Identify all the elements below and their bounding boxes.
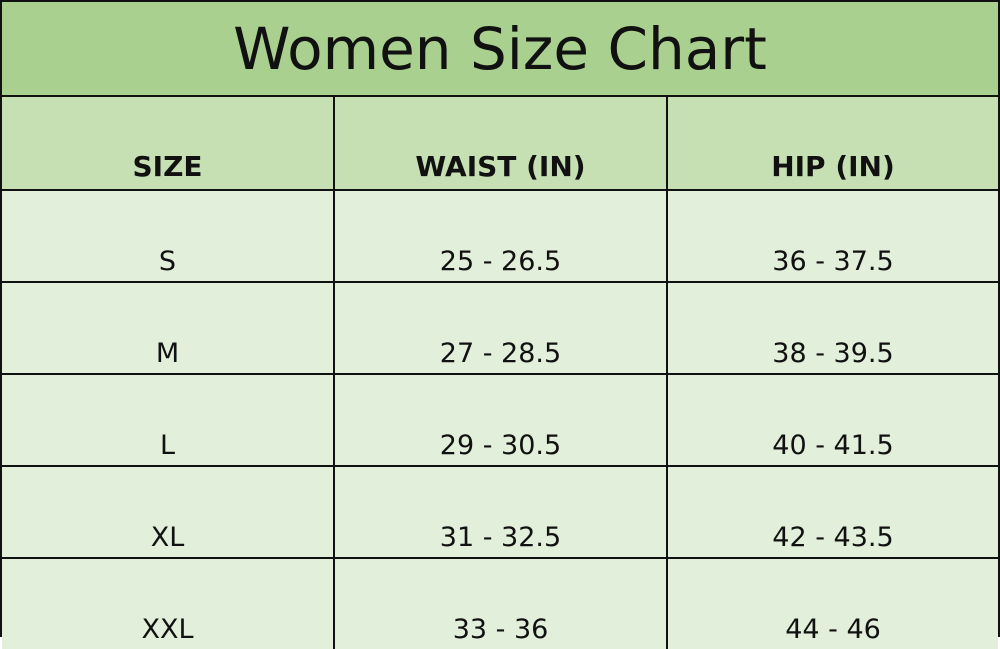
hip-cell: 40 - 41.5 xyxy=(666,373,998,467)
table-row: S 25 - 26.5 36 - 37.5 xyxy=(2,189,998,283)
hip-cell: 44 - 46 xyxy=(666,557,998,649)
waist-cell: 29 - 30.5 xyxy=(333,373,668,467)
waist-cell: 25 - 26.5 xyxy=(333,189,668,283)
waist-cell: 33 - 36 xyxy=(333,557,668,649)
hip-cell: 38 - 39.5 xyxy=(666,281,998,375)
table-row: XL 31 - 32.5 42 - 43.5 xyxy=(2,465,998,559)
hip-cell: 36 - 37.5 xyxy=(666,189,998,283)
size-table: SIZE WAIST (IN) HIP (IN) S 25 - 26.5 36 - … xyxy=(2,97,998,649)
table-row: XXL 33 - 36 44 - 46 xyxy=(2,557,998,649)
size-cell: L xyxy=(2,373,335,467)
chart-title: Women Size Chart xyxy=(2,2,998,97)
size-cell: S xyxy=(2,189,335,283)
header-size: SIZE xyxy=(2,97,335,191)
waist-cell: 27 - 28.5 xyxy=(333,281,668,375)
hip-cell: 42 - 43.5 xyxy=(666,465,998,559)
table-row: M 27 - 28.5 38 - 39.5 xyxy=(2,281,998,375)
size-cell: XXL xyxy=(2,557,335,649)
header-waist: WAIST (IN) xyxy=(333,97,668,191)
waist-cell: 31 - 32.5 xyxy=(333,465,668,559)
size-cell: XL xyxy=(2,465,335,559)
size-cell: M xyxy=(2,281,335,375)
header-row: SIZE WAIST (IN) HIP (IN) xyxy=(2,97,998,191)
table-row: L 29 - 30.5 40 - 41.5 xyxy=(2,373,998,467)
header-hip: HIP (IN) xyxy=(666,97,998,191)
